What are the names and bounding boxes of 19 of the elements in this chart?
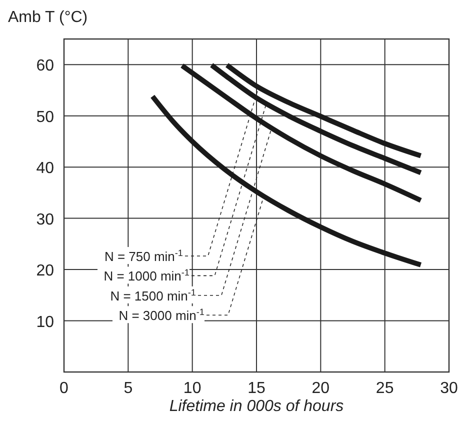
- x-tick-label: 10: [183, 380, 202, 397]
- text: N = 1000 min$^{-1}$: [104, 268, 190, 284]
- y-tick-label: 60: [36, 58, 54, 75]
- x-tick-label: 30: [440, 380, 458, 397]
- text: N = 1500 min$^{-1}$: [110, 287, 196, 304]
- x-tick-label: 25: [376, 380, 394, 397]
- x-axis-title: Lifetime in 000s of hours: [169, 398, 344, 415]
- x-tick-label: 5: [124, 380, 133, 397]
- y-tick-label: 30: [36, 211, 54, 228]
- x-tick-label: 0: [60, 380, 69, 397]
- text: N = 750 min$^{-1}$: [104, 248, 183, 264]
- text: N = 3000 min$^{-1}$: [118, 307, 204, 324]
- x-tick-label: 20: [312, 380, 330, 397]
- y-tick-label: 20: [36, 262, 54, 280]
- y-tick-label: 10: [36, 314, 54, 331]
- y-tick-label: 50: [36, 108, 54, 126]
- y-tick-label: 40: [36, 160, 54, 178]
- y-axis-title: Amb T (°C): [8, 9, 88, 26]
- x-tick-label: 15: [248, 380, 266, 397]
